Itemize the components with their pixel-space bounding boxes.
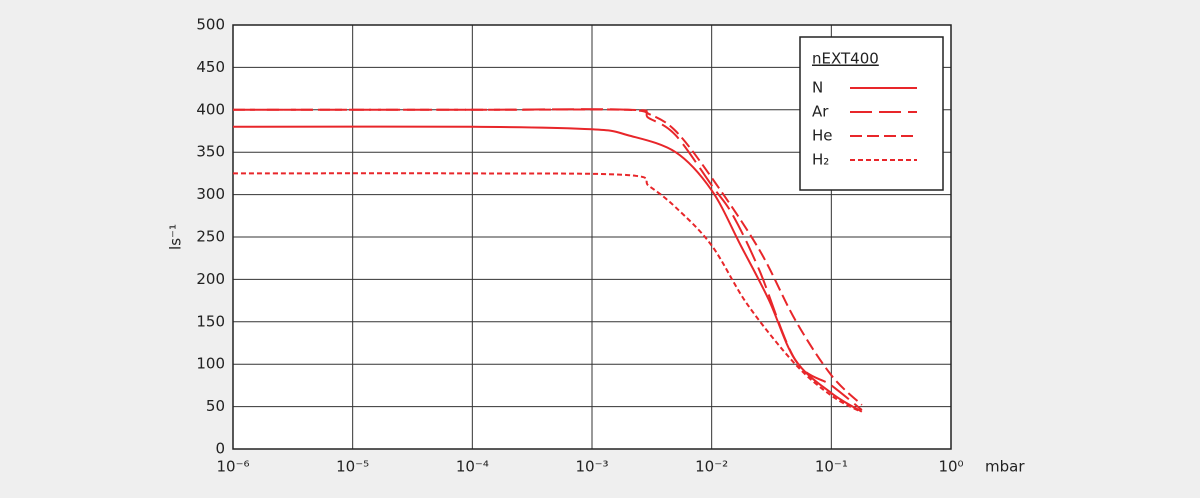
series-line [233, 108, 863, 406]
x-tick-label: 10⁻² [695, 458, 728, 476]
y-axis-label: ls⁻¹ [167, 224, 185, 250]
y-tick-label: 150 [196, 312, 225, 330]
y-tick-label: 500 [196, 16, 225, 34]
y-tick-label: 200 [196, 270, 225, 288]
x-tick-label: 10⁻³ [575, 458, 608, 476]
legend-label: H₂ [812, 151, 829, 169]
y-tick-label: 250 [196, 228, 225, 246]
x-tick-label: 10⁻⁴ [456, 458, 489, 476]
x-axis-label: mbar [985, 458, 1025, 476]
legend-label: Ar [812, 103, 829, 121]
y-tick-label: 50 [206, 397, 225, 415]
legend-box [799, 36, 944, 191]
series-line [232, 172, 860, 412]
x-tick-label: 10⁻⁵ [336, 458, 369, 476]
legend-title: nEXT400 [812, 50, 879, 68]
legend-label: N [812, 79, 823, 97]
x-tick-label: 10⁻⁶ [216, 458, 249, 476]
y-tick-label: 350 [196, 143, 225, 161]
y-tick-label: 450 [196, 58, 225, 76]
x-tick-label: 10⁻¹ [815, 458, 848, 476]
plot-border [232, 24, 952, 450]
legend-label: He [812, 127, 833, 145]
y-tick-label: 100 [196, 355, 225, 373]
y-tick-label: 300 [196, 185, 225, 203]
y-tick-label: 0 [215, 440, 225, 458]
x-tick-label: 10⁰ [938, 458, 963, 476]
y-tick-label: 400 [196, 100, 225, 118]
